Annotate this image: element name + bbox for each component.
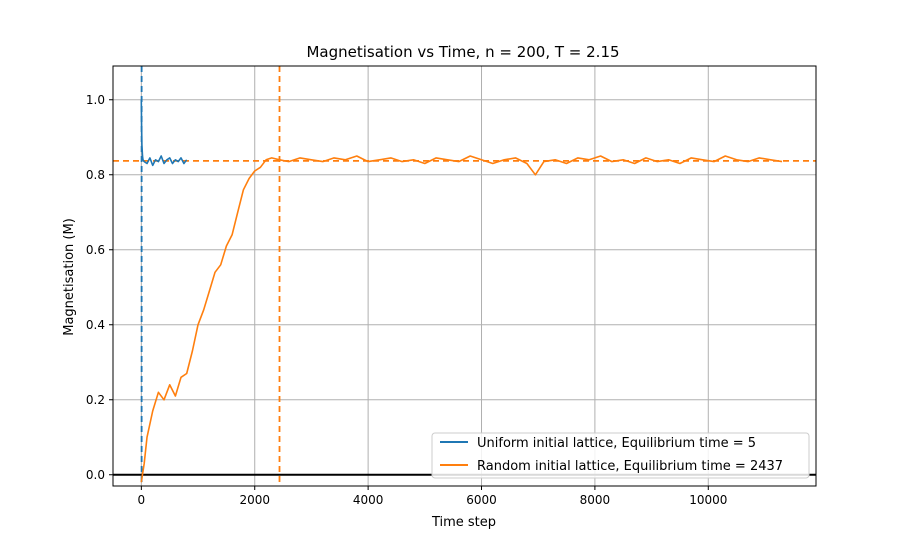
series-lines (140, 99, 783, 483)
x-tick-label: 0 (138, 493, 146, 507)
legend-label-uniform: Uniform initial lattice, Equilibrium tim… (477, 436, 756, 451)
x-tick-label: 6000 (466, 493, 497, 507)
axis-ticks: 0 2000 4000 6000 8000 10000 0.0 0.2 0.4 0.6 0.8 1.0 (86, 93, 727, 507)
chart-title: Magnetisation vs Time, n = 200, T = 2.15 (306, 43, 619, 61)
series-line-0 (140, 99, 188, 167)
legend-label-random: Random initial lattice, Equilibrium time… (477, 459, 783, 474)
y-tick-label: 0.0 (86, 468, 105, 482)
y-tick-label: 0.2 (86, 393, 105, 407)
y-tick-label: 0.6 (86, 243, 105, 257)
legend-box (431, 432, 810, 479)
x-tick-label: 8000 (580, 493, 611, 507)
series-line-1 (140, 155, 783, 483)
y-tick-label: 0.8 (86, 168, 105, 182)
plot-frame (112, 65, 817, 487)
x-axis-label: Time step (431, 515, 496, 530)
legend: Uniform initial lattice, Equilibrium tim… (431, 432, 810, 479)
x-tick-label: 2000 (239, 493, 270, 507)
y-tick-label: 1.0 (86, 93, 105, 107)
x-tick-label: 10000 (689, 493, 727, 507)
y-tick-label: 0.4 (86, 318, 105, 332)
y-axis-label: Magnetisation (M) (62, 218, 77, 336)
x-tick-label: 4000 (353, 493, 384, 507)
